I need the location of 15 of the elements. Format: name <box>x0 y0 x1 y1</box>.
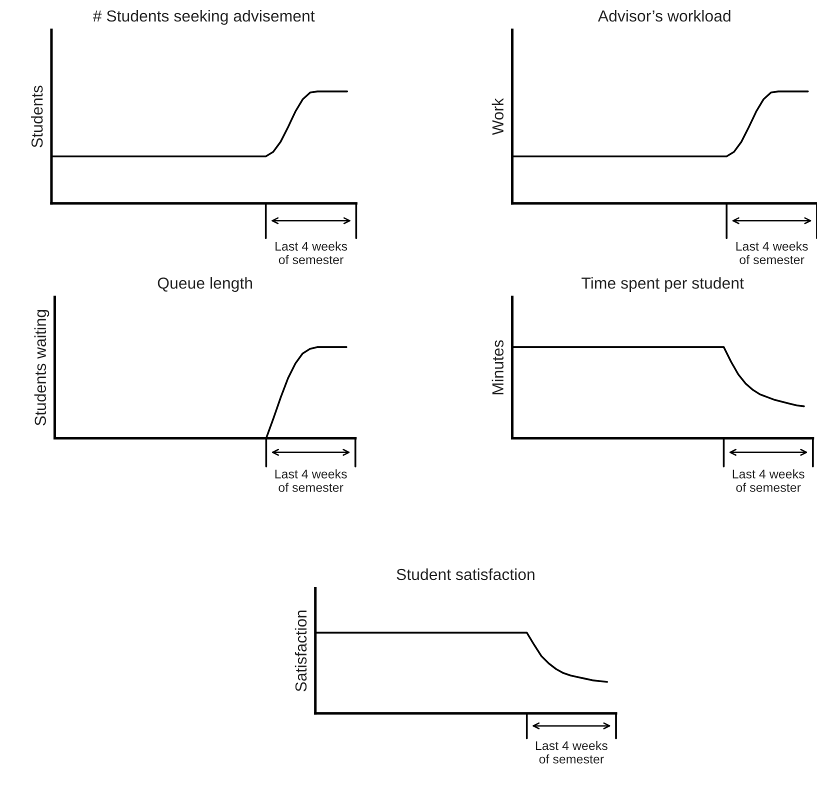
y-axis-title: Students waiting <box>34 310 50 426</box>
chart-title: Student satisfaction <box>396 568 534 580</box>
chart-title: Advisor’s workload <box>598 10 730 22</box>
text: Last 4 weeks of semester <box>736 242 808 264</box>
text: Last 4 weeks of semester <box>536 740 608 764</box>
y-axis-title: Satisfaction <box>294 610 307 692</box>
chart-title: # Students seeking advisement <box>92 10 315 25</box>
text: Last 4 weeks of semester <box>275 469 347 492</box>
y-axis-title: Minutes <box>492 340 504 394</box>
y-axis-title: Students <box>31 86 43 148</box>
y-axis-title: Work <box>492 98 504 136</box>
text: Last 4 weeks of semester <box>732 469 804 492</box>
chart-title: Queue length <box>158 277 252 292</box>
text: Last 4 weeks of semester <box>276 242 348 264</box>
chart-title: Time spent per student <box>582 277 744 292</box>
